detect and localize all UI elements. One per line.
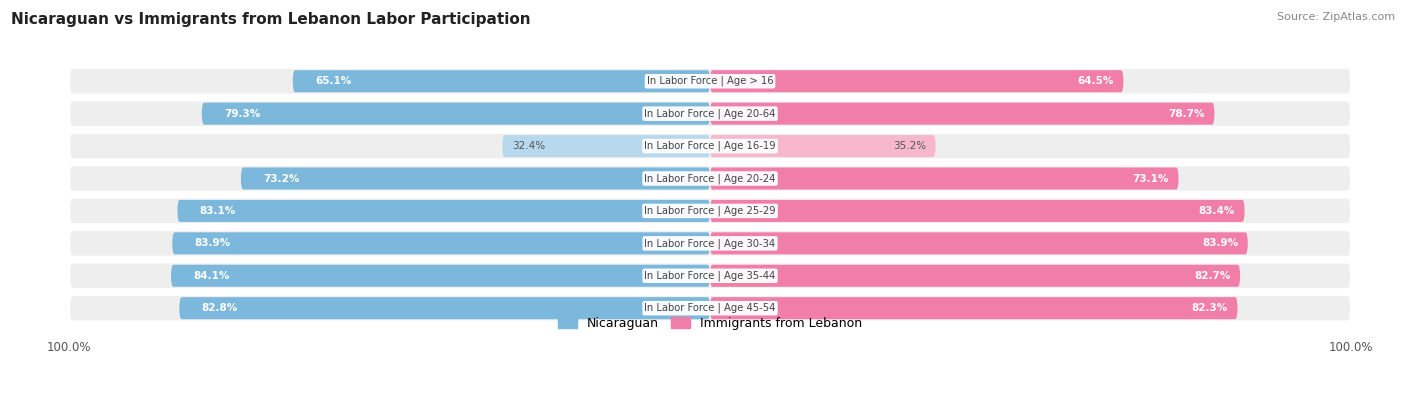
Text: In Labor Force | Age > 16: In Labor Force | Age > 16	[647, 76, 773, 87]
Text: 35.2%: 35.2%	[893, 141, 927, 151]
Text: Source: ZipAtlas.com: Source: ZipAtlas.com	[1277, 12, 1395, 22]
FancyBboxPatch shape	[502, 135, 710, 157]
FancyBboxPatch shape	[69, 133, 1351, 159]
FancyBboxPatch shape	[172, 265, 710, 287]
Text: 73.1%: 73.1%	[1133, 173, 1168, 184]
FancyBboxPatch shape	[180, 297, 710, 319]
Text: In Labor Force | Age 35-44: In Labor Force | Age 35-44	[644, 271, 776, 281]
FancyBboxPatch shape	[69, 230, 1351, 257]
FancyBboxPatch shape	[177, 200, 710, 222]
FancyBboxPatch shape	[173, 232, 710, 254]
Text: 65.1%: 65.1%	[315, 76, 352, 86]
Text: 83.9%: 83.9%	[1202, 238, 1239, 248]
Text: 84.1%: 84.1%	[194, 271, 229, 281]
Text: 64.5%: 64.5%	[1077, 76, 1114, 86]
Text: In Labor Force | Age 30-34: In Labor Force | Age 30-34	[644, 238, 776, 248]
FancyBboxPatch shape	[69, 100, 1351, 127]
Text: 79.3%: 79.3%	[224, 109, 260, 118]
Text: In Labor Force | Age 25-29: In Labor Force | Age 25-29	[644, 206, 776, 216]
FancyBboxPatch shape	[710, 297, 1237, 319]
FancyBboxPatch shape	[69, 295, 1351, 322]
Text: 82.3%: 82.3%	[1192, 303, 1227, 313]
FancyBboxPatch shape	[710, 167, 1178, 190]
Text: 82.7%: 82.7%	[1194, 271, 1230, 281]
Text: 83.4%: 83.4%	[1198, 206, 1234, 216]
Text: In Labor Force | Age 45-54: In Labor Force | Age 45-54	[644, 303, 776, 314]
Text: 73.2%: 73.2%	[263, 173, 299, 184]
FancyBboxPatch shape	[710, 232, 1247, 254]
FancyBboxPatch shape	[69, 165, 1351, 192]
Text: In Labor Force | Age 20-24: In Labor Force | Age 20-24	[644, 173, 776, 184]
Legend: Nicaraguan, Immigrants from Lebanon: Nicaraguan, Immigrants from Lebanon	[553, 312, 868, 335]
Text: 82.8%: 82.8%	[201, 303, 238, 313]
FancyBboxPatch shape	[710, 70, 1123, 92]
FancyBboxPatch shape	[69, 68, 1351, 94]
Text: 32.4%: 32.4%	[512, 141, 546, 151]
Text: 83.1%: 83.1%	[200, 206, 236, 216]
FancyBboxPatch shape	[710, 200, 1244, 222]
FancyBboxPatch shape	[201, 103, 710, 125]
Text: 78.7%: 78.7%	[1168, 109, 1205, 118]
FancyBboxPatch shape	[69, 198, 1351, 224]
FancyBboxPatch shape	[710, 265, 1240, 287]
Text: In Labor Force | Age 16-19: In Labor Force | Age 16-19	[644, 141, 776, 151]
FancyBboxPatch shape	[240, 167, 710, 190]
FancyBboxPatch shape	[69, 262, 1351, 289]
FancyBboxPatch shape	[710, 135, 935, 157]
Text: In Labor Force | Age 20-64: In Labor Force | Age 20-64	[644, 108, 776, 119]
FancyBboxPatch shape	[292, 70, 710, 92]
FancyBboxPatch shape	[710, 103, 1215, 125]
Text: Nicaraguan vs Immigrants from Lebanon Labor Participation: Nicaraguan vs Immigrants from Lebanon La…	[11, 12, 531, 27]
Text: 83.9%: 83.9%	[194, 238, 231, 248]
